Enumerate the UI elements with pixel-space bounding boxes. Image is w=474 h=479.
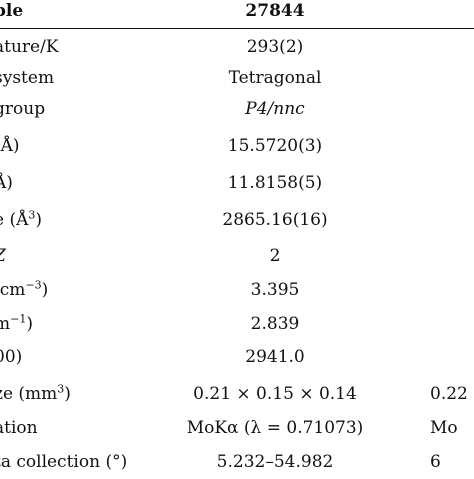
row-value: MoKα (λ = 0.71073) [186,418,364,438]
row-value: 0.21 × 0.15 × 0.14 [193,384,357,404]
row-value: 293(2) [246,37,304,57]
row-value: 5.232–54.982 [216,452,334,472]
table-row: Z 2 [0,239,474,273]
row-value: 2865.16(16) [222,210,328,230]
header-rule [0,28,474,29]
row-value: Tetragonal [228,68,322,88]
table-row: ze (mm3) 0.21 × 0.15 × 0.14 0.22 [0,377,474,411]
row-label: 00) [0,347,23,367]
row-label: group [0,99,46,119]
header-label: ple [0,1,24,21]
table-row: (Å) 15.5720(3) [0,129,474,163]
row-label: /cm−3) [0,278,49,300]
header-sample-id: 27844 [245,1,305,21]
row-value-next-column: 6 [430,452,441,472]
row-value: 2.839 [250,314,300,334]
table-row: ation MoKα (λ = 0.71073) Mo [0,411,474,445]
row-label: e (Å3) [0,208,43,230]
row-label: (Å) [0,136,20,156]
row-value-next-column: Mo [430,418,458,438]
table-row: m−1) 2.839 [0,307,474,341]
row-label: ze (mm3) [0,382,71,404]
table-row: ature/K 293(2) [0,30,474,64]
row-value: P4/nnc [245,99,305,119]
row-value: 15.5720(3) [227,136,323,156]
row-value: 2941.0 [245,347,305,367]
row-value: 3.395 [250,280,300,300]
row-label: m−1) [0,312,33,334]
header-row: ple 27844 [0,0,474,28]
row-label: Z [0,239,6,273]
row-label: Å) [0,173,13,193]
table-row: 00) 2941.0 [0,340,474,374]
row-label: system [0,68,55,88]
table-row: Å) 11.8158(5) [0,166,474,200]
table-row: system Tetragonal [0,61,474,95]
row-value-next-column: 0.22 [430,384,468,404]
table-row: /cm−3) 3.395 [0,273,474,307]
table-row: group P4/nnc [0,92,474,126]
row-label: ation [0,418,38,438]
table-row: e (Å3) 2865.16(16) [0,203,474,237]
row-label: ature/K [0,37,59,57]
table-row: ta collection (°) 5.232–54.982 6 [0,445,474,479]
row-value: 2 [269,246,281,266]
row-value: 11.8158(5) [227,173,323,193]
row-label: ta collection (°) [0,452,128,472]
